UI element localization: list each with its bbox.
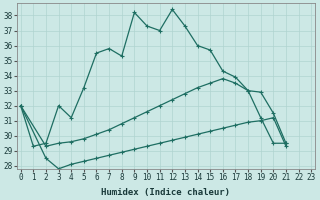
- X-axis label: Humidex (Indice chaleur): Humidex (Indice chaleur): [101, 188, 230, 197]
